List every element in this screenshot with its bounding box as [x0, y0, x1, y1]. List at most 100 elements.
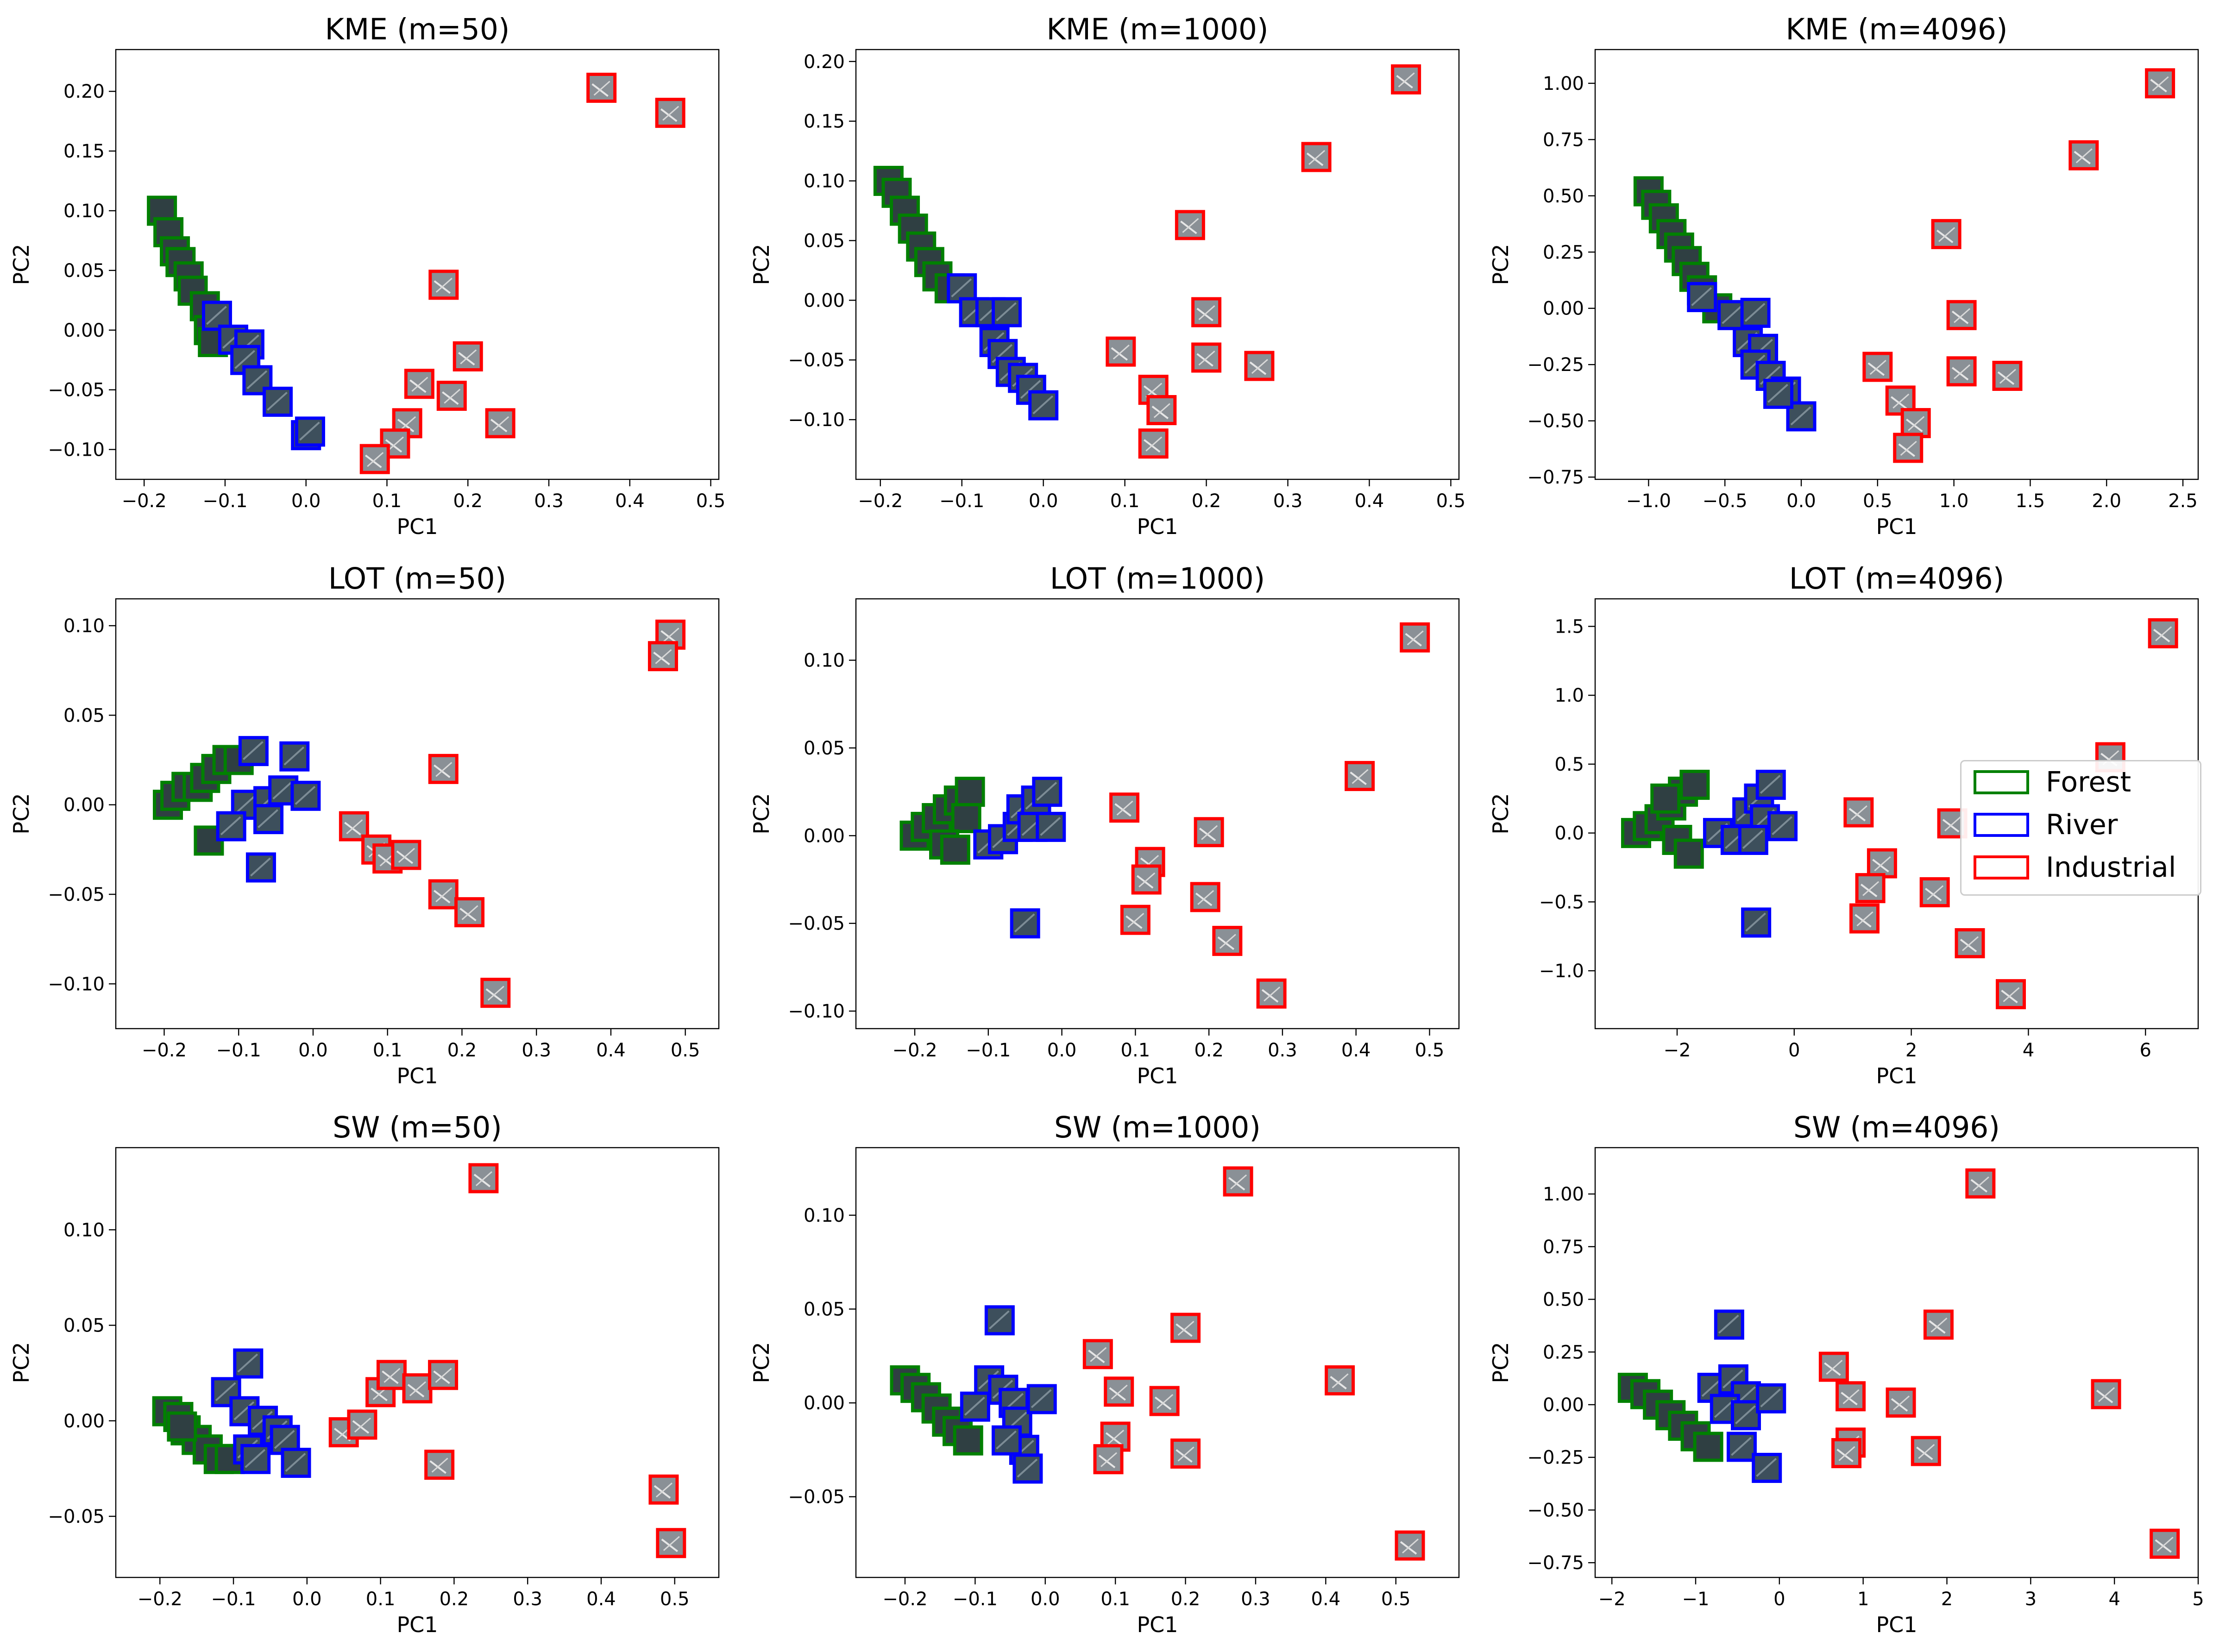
- point-river: [1740, 297, 1771, 328]
- x-tick-label: 0.1: [372, 490, 402, 512]
- y-tick-label: 0.25: [1543, 1342, 1584, 1363]
- x-tick-label: −0.1: [216, 1040, 261, 1061]
- x-axis-label: PC1: [1876, 1612, 1917, 1637]
- point-river: [216, 811, 246, 842]
- subplot-title: SW (m=4096): [1793, 1111, 2000, 1144]
- legend-label-forest: Forest: [2046, 766, 2131, 798]
- point-industrial: [1223, 1166, 1253, 1197]
- x-tick-label: 6: [2140, 1040, 2151, 1061]
- point-industrial: [428, 879, 459, 910]
- subplot-title: KME (m=4096): [1785, 13, 2007, 46]
- point-industrial: [424, 1450, 455, 1480]
- y-tick-label: −0.10: [48, 440, 105, 461]
- axes-frame: [115, 598, 720, 1030]
- x-tick-label: 0.0: [1047, 1040, 1077, 1061]
- y-tick-label: −0.05: [48, 884, 105, 905]
- y-tick-label: −0.05: [788, 350, 845, 371]
- point-industrial: [648, 641, 678, 672]
- subplot-6: SW (m=50) −0.2 −0.1 0.0 0.1 0.2 0.3 0.4 0.5 −0.05…: [9, 1111, 720, 1637]
- point-forest: [940, 835, 970, 865]
- x-tick-label: 1: [1857, 1589, 1869, 1610]
- point-industrial: [454, 897, 485, 928]
- y-tick-label: −0.75: [1527, 1552, 1584, 1574]
- y-tick-label: 1.00: [1543, 73, 1584, 94]
- x-tick-label: 0.2: [447, 1040, 477, 1061]
- y-axis-label: PC2: [1488, 793, 1513, 834]
- y-tick-label: 0.25: [1543, 242, 1584, 263]
- point-industrial: [1849, 903, 1880, 934]
- y-tick-label: −0.05: [788, 1487, 845, 1508]
- subplot-2: KME (m=4096) −1.0 −0.5 0.0 0.5 1.0 1.5 2.0 2.5 −0…: [1488, 13, 2199, 539]
- point-industrial: [391, 840, 421, 870]
- x-tick-label: 0.4: [1341, 1040, 1371, 1061]
- point-industrial: [1911, 1436, 1941, 1466]
- point-industrial: [1900, 408, 1931, 439]
- x-tick-label: 0.5: [1863, 490, 1892, 512]
- point-industrial: [428, 1360, 459, 1390]
- y-tick-label: −0.25: [1527, 354, 1584, 376]
- point-industrial: [1106, 336, 1136, 367]
- x-tick-label: 0.1: [373, 1040, 402, 1061]
- point-forest: [955, 777, 985, 807]
- x-tick-label: 0: [1788, 1040, 1800, 1061]
- y-tick-label: −0.50: [1527, 1500, 1584, 1521]
- x-axis-label: PC1: [396, 514, 438, 539]
- point-industrial: [1867, 848, 1897, 879]
- point-industrial: [1190, 882, 1220, 912]
- point-industrial: [1886, 1387, 1916, 1418]
- subplot-0: KME (m=50) −0.2 −0.1 0.0 0.1 0.2 0.3 0.4 0.5 −0.1…: [9, 13, 725, 539]
- y-tick-label: 0.15: [63, 141, 105, 162]
- point-industrial: [2150, 1528, 2180, 1559]
- subplot-7: SW (m=1000) −0.2 −0.1 0.0 0.1 0.2 0.3 0.4 0.5 −0.…: [749, 1111, 1460, 1637]
- x-tick-label: 5: [2192, 1589, 2204, 1610]
- point-forest: [1673, 838, 1704, 869]
- point-river: [295, 416, 325, 447]
- y-tick-label: −0.05: [48, 380, 105, 401]
- x-tick-label: 0.0: [298, 1040, 328, 1061]
- y-tick-label: −0.10: [48, 974, 105, 995]
- x-tick-label: 2.5: [2168, 490, 2198, 512]
- y-tick-label: 0.00: [804, 1393, 845, 1414]
- point-river: [281, 1448, 311, 1478]
- point-industrial: [1170, 1438, 1201, 1469]
- point-industrial: [1395, 1530, 1425, 1561]
- x-tick-label: 0.1: [1121, 1040, 1151, 1061]
- x-tick-label: −0.2: [142, 1040, 187, 1061]
- point-industrial: [1862, 352, 1893, 382]
- point-industrial: [1146, 395, 1177, 425]
- x-tick-label: −2: [1598, 1589, 1626, 1610]
- point-industrial: [1843, 797, 1874, 828]
- y-tick-label: 0.10: [804, 1205, 845, 1226]
- point-industrial: [1191, 297, 1222, 327]
- x-tick-label: 0.4: [586, 1589, 616, 1610]
- x-tick-label: 0.2: [453, 490, 483, 512]
- point-river: [233, 1348, 264, 1379]
- x-axis-label: PC1: [1137, 514, 1178, 539]
- y-tick-label: 0.20: [63, 81, 105, 102]
- point-industrial: [1244, 351, 1275, 381]
- y-tick-label: 1.00: [1543, 1184, 1584, 1205]
- x-tick-label: 0.4: [1311, 1589, 1341, 1610]
- x-tick-label: 0.4: [1355, 490, 1384, 512]
- point-industrial: [1175, 210, 1205, 240]
- subplot-title: LOT (m=4096): [1789, 562, 2005, 596]
- x-tick-label: 0.3: [522, 1040, 551, 1061]
- point-river: [1036, 811, 1066, 842]
- points-layer: [899, 622, 1430, 1009]
- x-tick-label: −2: [1663, 1040, 1691, 1061]
- point-river: [1756, 1383, 1786, 1413]
- x-tick-label: 0.5: [1381, 1589, 1411, 1610]
- x-tick-label: −0.2: [858, 490, 903, 512]
- y-tick-label: 0.50: [1543, 186, 1584, 207]
- x-tick-label: 0.3: [534, 490, 564, 512]
- x-tick-label: 0.2: [1171, 1589, 1201, 1610]
- y-tick-label: 0.00: [804, 825, 845, 847]
- legend: Forest River Industrial: [1960, 760, 2201, 896]
- legend-label-industrial: Industrial: [2046, 851, 2176, 884]
- y-tick-label: −0.10: [788, 409, 845, 431]
- y-tick-label: 1.5: [1554, 616, 1584, 637]
- axes-frame: [115, 1147, 720, 1578]
- y-tick-label: −0.25: [1527, 1447, 1584, 1469]
- points-layer: [147, 72, 685, 474]
- x-tick-label: 0.5: [1415, 1040, 1445, 1061]
